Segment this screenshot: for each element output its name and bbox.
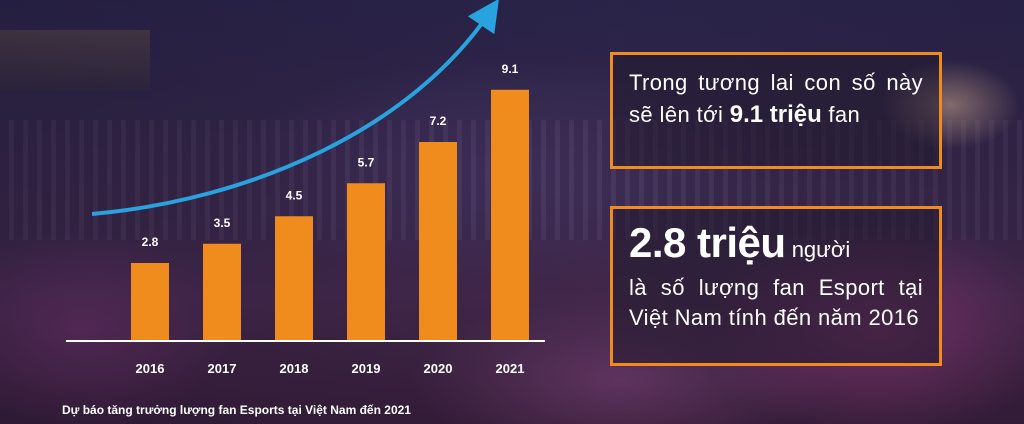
value-label-2017: 3.5 <box>214 216 231 230</box>
growth-arrow <box>91 0 499 216</box>
tick-label-2016: 2016 <box>136 361 165 376</box>
forecast-text-before: Trong tương lai con số này sẽ lên tới <box>629 70 923 127</box>
forecast-highlight: 9.1 triệu <box>729 101 822 128</box>
current-highlight: 2.8 triệu <box>629 219 786 266</box>
bar-2016 <box>131 263 169 340</box>
value-label-2018: 4.5 <box>286 188 303 202</box>
current-callout: 2.8 triệu người là số lượng fan Esport t… <box>610 206 942 366</box>
bar-2017 <box>203 243 241 340</box>
value-label-2016: 2.8 <box>142 235 159 249</box>
tick-label-2017: 2017 <box>208 361 237 376</box>
current-headline: 2.8 triệu người <box>629 222 923 273</box>
forecast-text-after: fan <box>821 102 861 127</box>
tick-label-2019: 2019 <box>352 361 381 376</box>
tick-label-2018: 2018 <box>280 361 309 376</box>
forecast-callout: Trong tương lai con số này sẽ lên tới 9.… <box>610 52 942 169</box>
value-label-2019: 5.7 <box>358 155 375 169</box>
bar-2019 <box>347 183 385 340</box>
tick-label-2020: 2020 <box>424 361 453 376</box>
value-label-2021: 9.1 <box>502 62 519 76</box>
bar-2020 <box>419 142 457 340</box>
tick-label-2021: 2021 <box>496 361 525 376</box>
bar-2021 <box>491 89 529 340</box>
current-unit: người <box>785 237 851 262</box>
bar-group: 2.8 2016 3.5 2017 4.5 2018 5.7 2019 7.2 2020 9.1 20… <box>131 62 529 376</box>
current-text: là số lượng fan Esport tại Việt Nam tính… <box>629 275 923 330</box>
bar-2018 <box>275 216 313 340</box>
background-banner <box>0 30 150 90</box>
chart-caption: Dự báo tăng trưởng lượng fan Esports tại… <box>62 403 411 417</box>
forecast-text: Trong tương lai con số này sẽ lên tới 9.… <box>629 67 923 131</box>
value-label-2020: 7.2 <box>430 114 447 128</box>
bar-chart: 2.8 2016 3.5 2017 4.5 2018 5.7 2019 7.2 2020 9.1 20… <box>91 0 529 376</box>
